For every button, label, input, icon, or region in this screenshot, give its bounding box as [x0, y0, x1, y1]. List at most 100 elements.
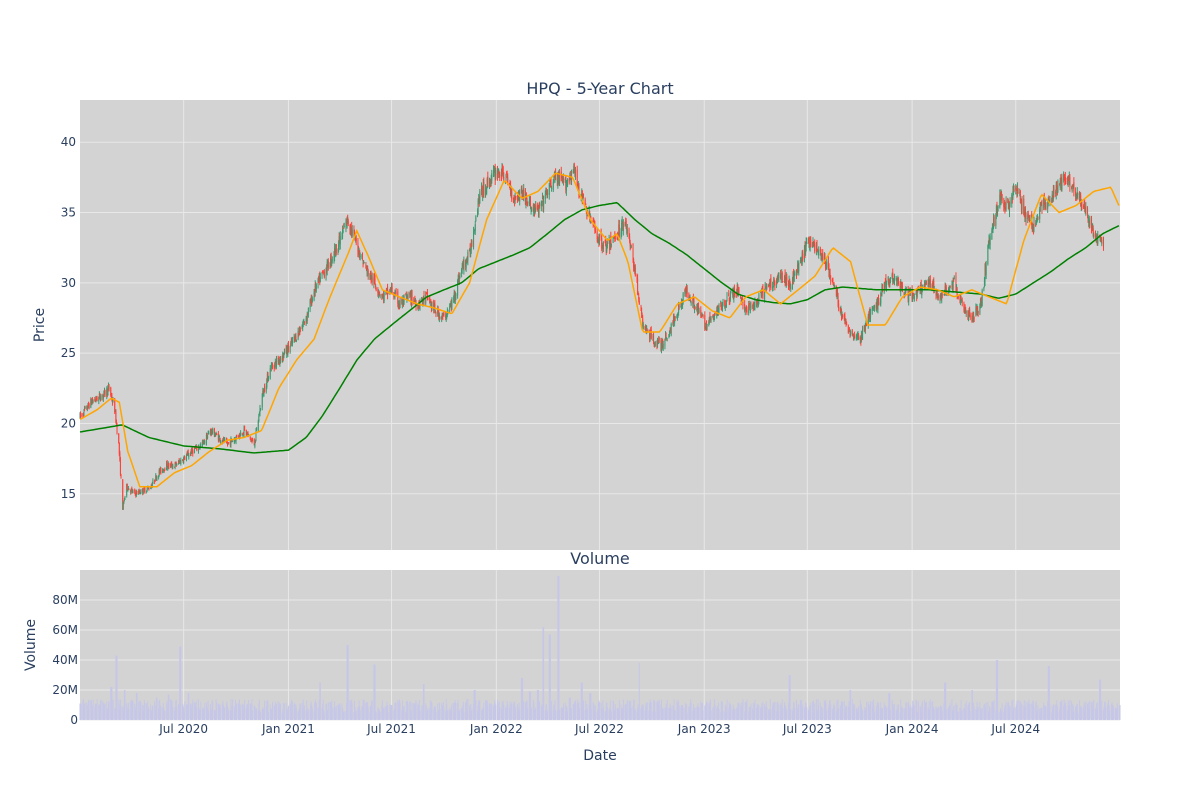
candle-body	[646, 330, 648, 332]
volume-bar	[744, 702, 746, 720]
volume-bar	[311, 705, 313, 720]
candle-body	[847, 325, 849, 333]
volume-bar	[905, 702, 907, 720]
volume-bar	[564, 702, 566, 720]
candle-body	[964, 309, 966, 311]
volume-bar	[482, 708, 484, 720]
candle-body	[765, 286, 767, 288]
volume-bar	[806, 707, 808, 720]
candle-body	[139, 491, 141, 494]
volume-bar	[672, 705, 674, 720]
candle-body	[625, 221, 627, 230]
candle-body	[977, 306, 979, 313]
volume-bar	[621, 707, 623, 720]
candle-body	[891, 273, 893, 280]
volume-bar	[574, 708, 576, 720]
candle-body	[349, 225, 351, 230]
volume-bar	[212, 702, 214, 720]
candle-body	[516, 195, 518, 199]
candle-body	[554, 174, 556, 180]
candle-body	[745, 308, 747, 310]
volume-bar	[526, 701, 528, 720]
candle-body	[245, 430, 247, 436]
volume-bar	[449, 709, 451, 720]
volume-bar	[291, 700, 293, 720]
volume-bar	[1109, 710, 1111, 720]
volume-bar	[1039, 712, 1041, 720]
candle-body	[863, 326, 865, 329]
volume-bar	[337, 704, 339, 720]
candle-body	[965, 310, 967, 313]
candle-body	[405, 293, 407, 298]
candle-body	[303, 321, 305, 324]
candle-body	[189, 452, 191, 455]
candle-body	[732, 291, 734, 295]
volume-bar	[224, 707, 226, 720]
candle-body	[904, 296, 906, 298]
volume-bar	[737, 703, 739, 720]
candle-body	[209, 431, 211, 434]
candle-body	[302, 324, 304, 328]
candle-body	[761, 289, 763, 296]
volume-bar	[553, 704, 555, 720]
volume-bar	[438, 702, 440, 720]
volume-bar	[231, 705, 233, 720]
candle-body	[874, 305, 876, 308]
volume-bar	[203, 709, 205, 720]
candle-body	[167, 463, 169, 469]
volume-bar	[136, 693, 138, 720]
candle-body	[406, 295, 408, 299]
volume-bar	[159, 705, 161, 720]
candle-body	[710, 318, 712, 320]
candle-body	[609, 242, 611, 250]
volume-bar	[483, 702, 485, 720]
candle-body	[1075, 191, 1077, 197]
candle-body	[553, 179, 555, 181]
candle-body	[945, 285, 947, 290]
volume-bar	[545, 704, 547, 720]
candle-body	[676, 316, 678, 319]
candle-body	[338, 236, 340, 247]
volume-bar	[323, 712, 325, 720]
candle-body	[916, 292, 918, 298]
candle-body	[345, 220, 347, 228]
volume-bar	[682, 707, 684, 720]
candle-body	[494, 169, 496, 172]
candle-body	[825, 261, 827, 269]
volume-bar	[273, 705, 275, 720]
candle-body	[899, 282, 901, 290]
candle-body	[158, 470, 160, 476]
volume-bar	[199, 709, 201, 720]
candle-body	[1091, 228, 1093, 232]
volume-bar	[1015, 704, 1017, 720]
candle-body	[262, 390, 264, 397]
volume-bar	[1033, 706, 1035, 720]
candle-body	[90, 399, 92, 404]
candle-body	[462, 262, 464, 267]
candle-body	[925, 280, 927, 284]
candle-body	[896, 278, 898, 285]
candle-body	[813, 243, 815, 245]
volume-bar	[694, 707, 696, 720]
volume-bar	[318, 709, 320, 720]
price-plot-area	[80, 100, 1120, 550]
volume-bar	[497, 703, 499, 720]
candle-body	[155, 475, 157, 481]
volume-bar	[656, 701, 658, 720]
candle-body	[761, 287, 763, 291]
volume-bar	[534, 709, 536, 720]
candle-body	[339, 233, 341, 242]
candle-body	[186, 455, 188, 460]
volume-bar	[103, 703, 105, 720]
volume-bar	[86, 705, 88, 720]
candle-body	[975, 307, 977, 316]
volume-bar	[793, 702, 795, 720]
candle-body	[119, 453, 121, 460]
volume-bar	[844, 711, 846, 720]
x-tick-label: Jan 2024	[885, 722, 939, 736]
candle-body	[329, 266, 331, 268]
candle-body	[1011, 194, 1013, 204]
x-tick-label: Jul 2021	[366, 722, 416, 736]
volume-bar	[943, 703, 945, 720]
